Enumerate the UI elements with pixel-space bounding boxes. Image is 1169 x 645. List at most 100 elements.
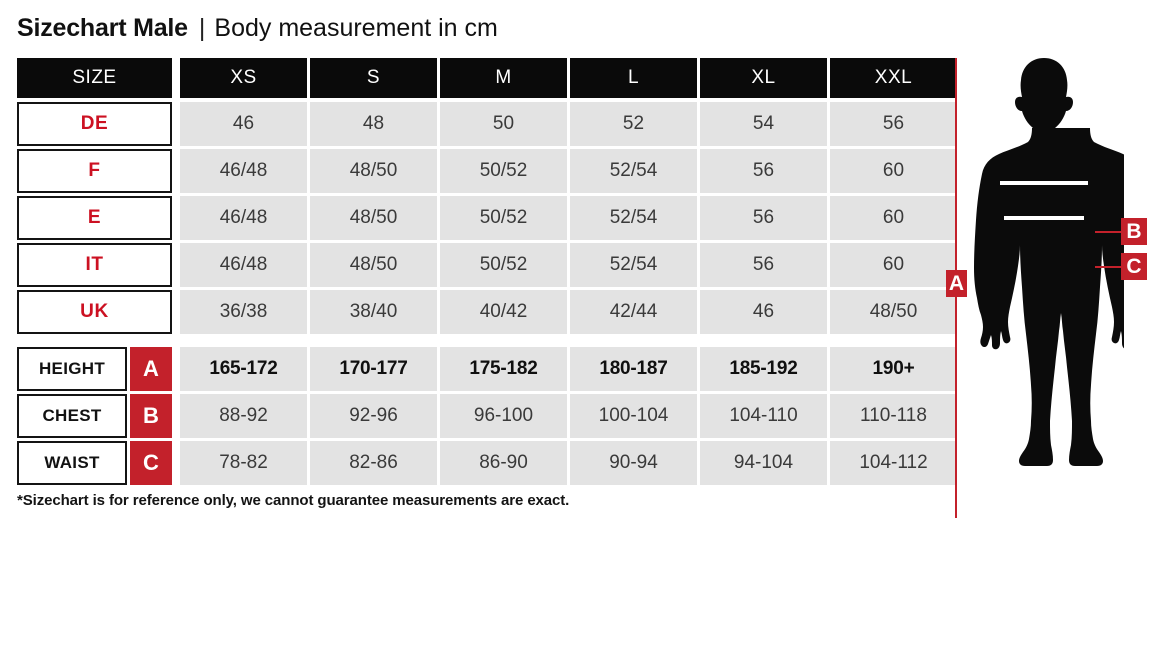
male-body-silhouette-icon: [974, 58, 1124, 466]
table-row: E 46/48 48/50 50/52 52/54 56 60: [17, 196, 957, 240]
cell: 46/48: [180, 243, 307, 287]
marker-badge-b: B: [130, 394, 172, 438]
table-row: WAIST C 78-82 82-86 86-90 90-94 94-104 1…: [17, 441, 957, 485]
page-subtitle: Body measurement in cm: [214, 14, 498, 42]
leader-line-b: [1095, 231, 1122, 233]
table-header-row: SIZE XS S M L XL XXL: [17, 58, 957, 98]
cell: 52/54: [570, 149, 697, 193]
cell: 190+: [830, 347, 957, 391]
footnote-text: *Sizechart is for reference only, we can…: [17, 492, 570, 509]
cell: 94-104: [700, 441, 827, 485]
body-figure-panel: A B C: [940, 48, 1169, 528]
row-cells: 165-172 170-177 175-182 180-187 185-192 …: [180, 347, 957, 391]
row-label-height-text: HEIGHT: [17, 347, 127, 391]
column-header-m: M: [440, 58, 567, 98]
cell: 46: [180, 102, 307, 146]
cell: 50/52: [440, 149, 567, 193]
row-label-de: DE: [17, 102, 172, 146]
marker-badge-a: A: [130, 347, 172, 391]
cell: 48/50: [830, 290, 957, 334]
table-block-divider: [17, 337, 940, 347]
row-label-waist-text: WAIST: [17, 441, 127, 485]
column-header-l: L: [570, 58, 697, 98]
row-label-e: E: [17, 196, 172, 240]
cell: 88-92: [180, 394, 307, 438]
cell: 50/52: [440, 196, 567, 240]
cell: 56: [700, 243, 827, 287]
cell: 54: [700, 102, 827, 146]
row-label-it: IT: [17, 243, 172, 287]
cell: 60: [830, 243, 957, 287]
cell: 52: [570, 102, 697, 146]
cell: 104-112: [830, 441, 957, 485]
row-cells: 46/48 48/50 50/52 52/54 56 60: [180, 243, 957, 287]
row-label-uk: UK: [17, 290, 172, 334]
row-label-waist: WAIST C: [17, 441, 172, 485]
cell: 36/38: [180, 290, 307, 334]
cell: 40/42: [440, 290, 567, 334]
column-header-xs: XS: [180, 58, 307, 98]
row-label-height: HEIGHT A: [17, 347, 172, 391]
cell: 48: [310, 102, 437, 146]
marker-badge-c: C: [130, 441, 172, 485]
table-row: HEIGHT A 165-172 170-177 175-182 180-187…: [17, 347, 957, 391]
column-header-s: S: [310, 58, 437, 98]
row-label-f: F: [17, 149, 172, 193]
figure-marker-b: B: [1121, 218, 1147, 245]
cell: 52/54: [570, 196, 697, 240]
cell: 42/44: [570, 290, 697, 334]
cell: 56: [830, 102, 957, 146]
cell: 165-172: [180, 347, 307, 391]
table-row: IT 46/48 48/50 50/52 52/54 56 60: [17, 243, 957, 287]
column-header-xxl: XXL: [830, 58, 957, 98]
size-table: SIZE XS S M L XL XXL DE 46 48 50 52 54 5…: [17, 58, 957, 488]
row-label-chest-text: CHEST: [17, 394, 127, 438]
cell: 78-82: [180, 441, 307, 485]
row-cells: 88-92 92-96 96-100 100-104 104-110 110-1…: [180, 394, 957, 438]
column-header-xl: XL: [700, 58, 827, 98]
cell: 185-192: [700, 347, 827, 391]
row-cells: 46/48 48/50 50/52 52/54 56 60: [180, 149, 957, 193]
cell: 86-90: [440, 441, 567, 485]
cell: 60: [830, 196, 957, 240]
row-cells: 36/38 38/40 40/42 42/44 46 48/50: [180, 290, 957, 334]
table-row: UK 36/38 38/40 40/42 42/44 46 48/50: [17, 290, 957, 334]
table-row: CHEST B 88-92 92-96 96-100 100-104 104-1…: [17, 394, 957, 438]
row-cells: 46 48 50 52 54 56: [180, 102, 957, 146]
table-row: DE 46 48 50 52 54 56: [17, 102, 957, 146]
cell: 170-177: [310, 347, 437, 391]
cell: 175-182: [440, 347, 567, 391]
cell: 46/48: [180, 149, 307, 193]
cell: 48/50: [310, 243, 437, 287]
row-cells: 46/48 48/50 50/52 52/54 56 60: [180, 196, 957, 240]
cell: 110-118: [830, 394, 957, 438]
cell: 96-100: [440, 394, 567, 438]
cell: 46: [700, 290, 827, 334]
title-separator: |: [198, 14, 206, 42]
cell: 56: [700, 149, 827, 193]
cell: 82-86: [310, 441, 437, 485]
cell: 180-187: [570, 347, 697, 391]
cell: 46/48: [180, 196, 307, 240]
cell: 48/50: [310, 196, 437, 240]
cell: 92-96: [310, 394, 437, 438]
figure-marker-c: C: [1121, 253, 1147, 280]
cell: 104-110: [700, 394, 827, 438]
cell: 56: [700, 196, 827, 240]
figure-marker-a: A: [946, 270, 967, 297]
cell: 90-94: [570, 441, 697, 485]
size-header-cell: SIZE: [17, 58, 172, 98]
header-cells: XS S M L XL XXL: [180, 58, 957, 98]
cell: 48/50: [310, 149, 437, 193]
cell: 38/40: [310, 290, 437, 334]
cell: 50/52: [440, 243, 567, 287]
cell: 52/54: [570, 243, 697, 287]
row-label-chest: CHEST B: [17, 394, 172, 438]
leader-line-c: [1095, 266, 1122, 268]
cell: 100-104: [570, 394, 697, 438]
page-title: Sizechart Male | Body measurement in cm: [17, 12, 498, 44]
table-row: F 46/48 48/50 50/52 52/54 56 60: [17, 149, 957, 193]
row-cells: 78-82 82-86 86-90 90-94 94-104 104-112: [180, 441, 957, 485]
cell: 60: [830, 149, 957, 193]
